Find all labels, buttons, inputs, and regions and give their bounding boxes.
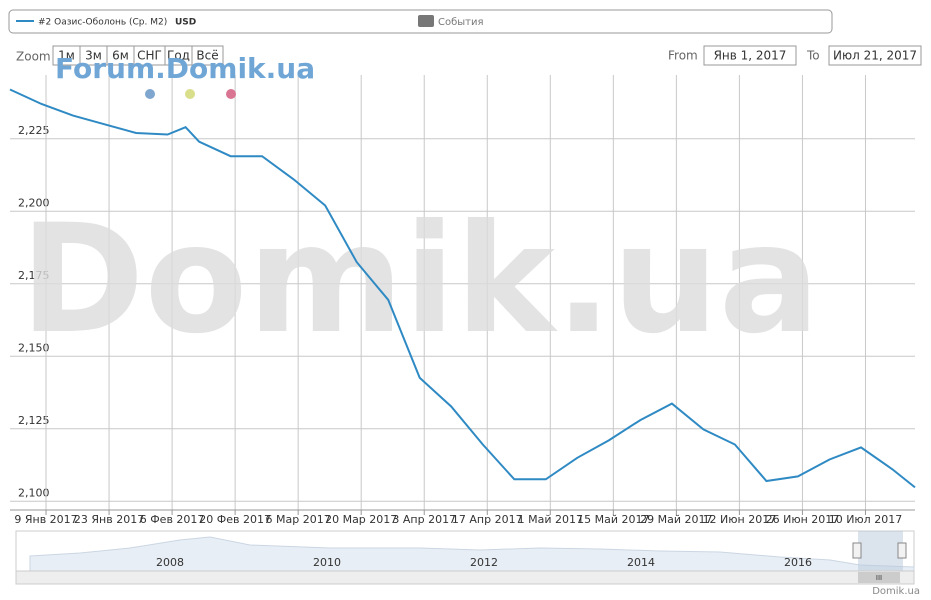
x-tick-label: 10 Июл 2017 (829, 513, 903, 526)
legend-unit: USD (175, 18, 196, 28)
plot-area (10, 75, 915, 510)
x-tick-label: 20 Фев 2017 (199, 513, 271, 526)
navigator-year: 2014 (627, 556, 655, 569)
line (9, 88, 916, 489)
dot (145, 89, 155, 99)
x-tick-label: 6 Фев 2017 (140, 513, 205, 526)
legend: #2 Оазис-Оболонь (Ср. М2) USD События (8, 9, 833, 34)
zoom-button-label[interactable]: 3м (85, 49, 102, 63)
scrollbar[interactable] (15, 570, 915, 585)
zoom-button-label[interactable]: Год (167, 49, 190, 63)
x-tick-label: 23 Янв 2017 (74, 513, 144, 526)
x-tick-label: 1 Май 2017 (518, 513, 583, 526)
y-tick-label: 2,125 (18, 414, 50, 427)
y-tick-label: 2,175 (18, 269, 50, 282)
x-tick-label: 12 Июн 2017 (703, 513, 777, 526)
scrollbar-thumb[interactable] (858, 572, 900, 583)
watermark: Domik.ua (20, 193, 820, 367)
events-label[interactable]: События (438, 17, 484, 28)
zoom-button-label[interactable]: СНГ (137, 49, 162, 63)
navigator-year: 2010 (313, 556, 341, 569)
dot (226, 89, 236, 99)
to-label: To (806, 49, 820, 63)
events-swatch (418, 15, 434, 27)
dot (185, 89, 195, 99)
x-tick-label: 26 Июн 2017 (766, 513, 840, 526)
zoom-button[interactable] (191, 45, 224, 66)
scrollbar-grip: III (876, 574, 882, 582)
navigator-year: 2016 (784, 556, 812, 569)
forum-watermark: Forum.Domik.ua (55, 52, 315, 85)
x-tick-label: 6 Мар 2017 (266, 513, 331, 526)
navigator-handle[interactable] (897, 542, 907, 559)
y-tick-label: 2,225 (18, 124, 50, 137)
x-tick-label: 20 Мар 2017 (325, 513, 397, 526)
from-input-box[interactable] (703, 45, 797, 66)
x-tick-label: 9 Янв 2017 (14, 513, 77, 526)
credits[interactable]: Domik.ua (872, 586, 920, 597)
y-tick-label: 2,200 (18, 196, 50, 209)
zoom-button-label[interactable]: 1м (58, 49, 75, 63)
x-tick-label: 3 Апр 2017 (392, 513, 456, 526)
from-input[interactable]: Янв 1, 2017 (714, 49, 787, 63)
navigator-handle[interactable] (852, 542, 862, 559)
navigator-year: 2008 (156, 556, 184, 569)
to-input[interactable]: Июл 21, 2017 (833, 49, 917, 63)
legend-label[interactable]: #2 Оазис-Оболонь (Ср. М2) (38, 18, 167, 28)
navigator-years: 2008 2010 2012 2014 2016 (156, 556, 812, 569)
navigator: 2008 2010 2012 2014 2016 III (15, 530, 915, 585)
zoom-button-label[interactable]: Всё (196, 49, 218, 63)
from-label: From (668, 49, 698, 63)
x-tick-label: 29 Май 2017 (640, 513, 712, 526)
zoom-button-label[interactable]: 6м (112, 49, 129, 63)
series (9, 88, 916, 489)
plot: 2,100 2,125 2,150 2,175 2,200 2,225 9 Янв 2017… (10, 75, 915, 526)
navigator-year: 2012 (470, 556, 498, 569)
y-tick-label: 2,100 (18, 486, 50, 499)
navigator-selection[interactable] (858, 531, 903, 571)
zoom-buttons: 1м 3м 6м СНГ Год Всё (52, 45, 224, 66)
y-tick-label: 2,150 (18, 341, 50, 354)
zoom-label: Zoom (16, 50, 51, 64)
navigator-area (29, 536, 915, 572)
x-tick-label: 17 Апр 2017 (452, 513, 523, 526)
to-input-box[interactable] (828, 45, 922, 66)
x-tick-label: 15 Май 2017 (577, 513, 649, 526)
